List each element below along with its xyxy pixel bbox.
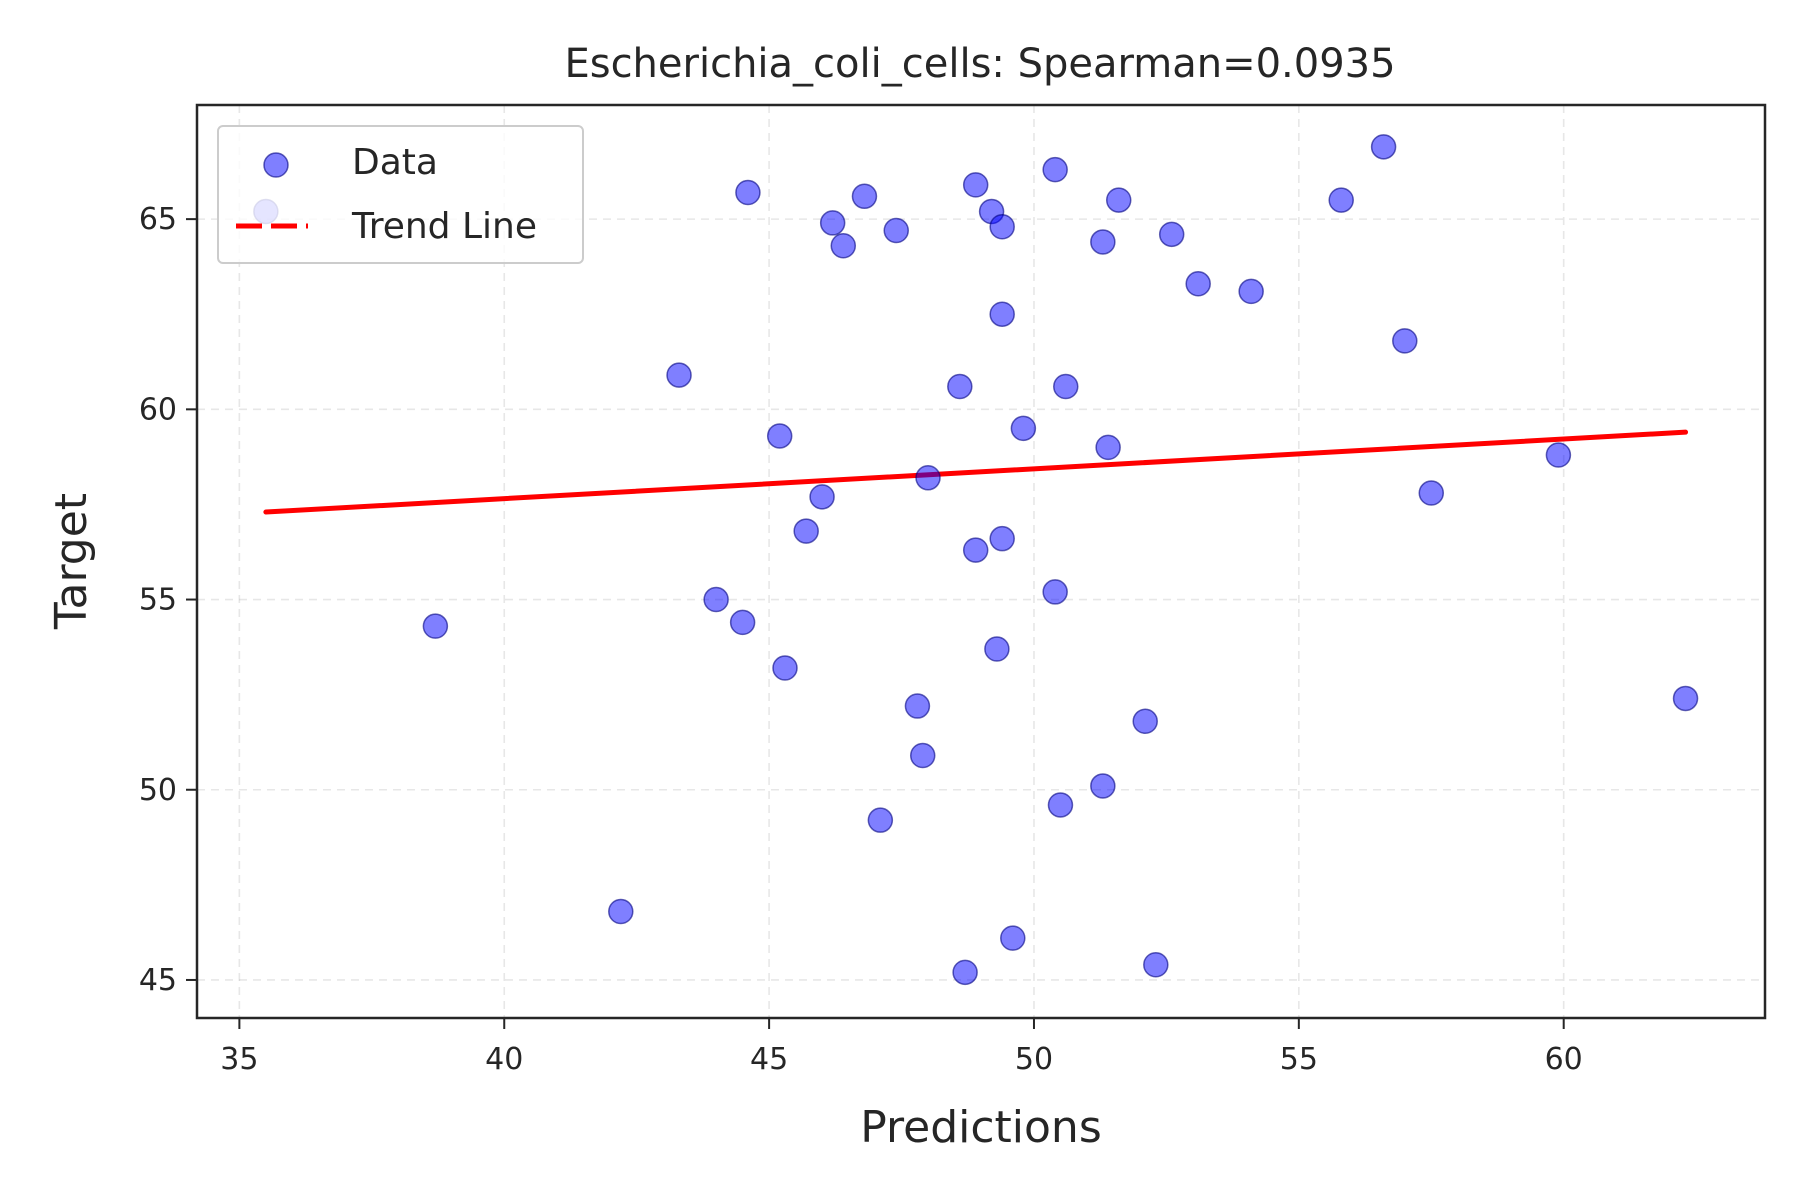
y-axis-ticks: 45 50 55 60 65 bbox=[139, 202, 197, 998]
data-point bbox=[909, 742, 936, 769]
trend-line-layer bbox=[263, 429, 1689, 515]
data-point bbox=[947, 373, 973, 400]
data-point bbox=[989, 213, 1015, 240]
y-tick-label: 65 bbox=[139, 202, 177, 237]
grid bbox=[197, 105, 1765, 1018]
data-point bbox=[1105, 187, 1132, 213]
data-point bbox=[883, 217, 909, 244]
x-tick-label: 40 bbox=[485, 1042, 523, 1077]
x-tick-label: 45 bbox=[750, 1042, 788, 1077]
y-tick-label: 45 bbox=[139, 963, 177, 998]
data-point bbox=[952, 959, 978, 986]
data-point bbox=[1328, 187, 1354, 213]
data-point bbox=[703, 586, 729, 613]
x-tick-label: 35 bbox=[220, 1042, 258, 1077]
data-point bbox=[962, 172, 989, 198]
data-point bbox=[735, 179, 761, 206]
data-point bbox=[1392, 328, 1418, 354]
legend: Data Trend Line bbox=[217, 125, 584, 264]
data-point bbox=[989, 525, 1015, 552]
data-point bbox=[1053, 373, 1079, 400]
y-axis-label: Target bbox=[46, 493, 97, 630]
data-point bbox=[962, 537, 989, 563]
data-point bbox=[1090, 229, 1116, 255]
y-tick-label: 50 bbox=[139, 773, 177, 808]
x-axis-ticks: 35 40 45 50 55 60 bbox=[220, 1018, 1583, 1077]
data-point bbox=[1042, 579, 1068, 605]
data-point bbox=[1418, 480, 1445, 506]
data-point bbox=[984, 636, 1010, 662]
data-point bbox=[1042, 156, 1068, 183]
data-point bbox=[729, 609, 756, 636]
data-point bbox=[867, 807, 894, 833]
data-points bbox=[253, 134, 1699, 986]
data-point bbox=[1000, 925, 1026, 951]
data-point bbox=[830, 233, 857, 259]
data-point bbox=[1090, 773, 1116, 799]
x-tick-label: 55 bbox=[1280, 1042, 1318, 1077]
legend-box bbox=[217, 125, 584, 264]
data-point bbox=[1095, 434, 1121, 461]
y-tick-label: 60 bbox=[139, 392, 177, 427]
data-point bbox=[793, 518, 819, 544]
data-point bbox=[666, 362, 692, 388]
data-point bbox=[904, 693, 931, 719]
data-point bbox=[1010, 415, 1037, 442]
data-point bbox=[1545, 442, 1572, 468]
trend-line bbox=[263, 429, 1689, 515]
legend-data-marker bbox=[263, 152, 289, 178]
plot-frame bbox=[195, 103, 1767, 1020]
data-point bbox=[1370, 134, 1397, 160]
data-point bbox=[1185, 271, 1211, 297]
data-point bbox=[1158, 221, 1185, 248]
data-point bbox=[772, 655, 798, 681]
x-tick-label: 60 bbox=[1545, 1042, 1583, 1077]
x-axis-label: Predictions bbox=[860, 1102, 1102, 1153]
x-tick-label: 50 bbox=[1015, 1042, 1053, 1077]
chart-title: Escherichia_coli_cells: Spearman=0.0935 bbox=[564, 41, 1395, 87]
data-point bbox=[1132, 708, 1158, 735]
legend-trend-line-label: Trend Line bbox=[351, 206, 537, 247]
data-point bbox=[1143, 951, 1169, 978]
data-point bbox=[608, 898, 634, 925]
data-point bbox=[989, 301, 1015, 327]
data-point bbox=[422, 613, 449, 639]
data-point bbox=[851, 183, 878, 210]
data-point bbox=[1238, 278, 1264, 305]
data-point bbox=[1047, 792, 1074, 818]
data-point bbox=[1672, 685, 1699, 712]
data-point bbox=[915, 465, 941, 491]
y-tick-label: 55 bbox=[139, 583, 177, 618]
legend-data-label: Data bbox=[352, 142, 438, 183]
data-point bbox=[766, 423, 793, 449]
data-point bbox=[819, 210, 846, 236]
data-point bbox=[809, 484, 835, 510]
